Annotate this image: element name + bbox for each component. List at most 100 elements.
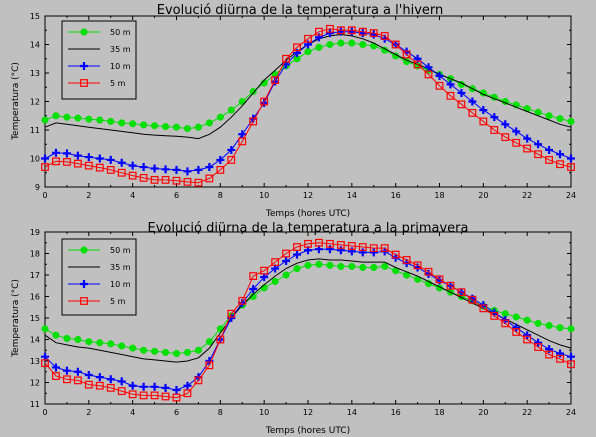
winter-series-5m-point xyxy=(545,156,553,164)
winter-series-10m xyxy=(41,27,575,176)
spring-series-10m-point xyxy=(84,370,93,379)
spring-legend-box xyxy=(61,238,137,316)
spring-series-50m-point xyxy=(74,335,82,344)
winter-series-10m-point xyxy=(556,150,565,159)
spring-series-50m-point xyxy=(216,325,224,333)
spring-series-5m-point xyxy=(336,241,345,249)
spring-series-5m-point xyxy=(150,391,159,400)
winter-series-50m-point xyxy=(151,122,159,130)
spring-series-5m-point xyxy=(315,238,323,247)
spring-series-5m-point xyxy=(556,354,564,363)
winter-series-50m-point xyxy=(172,123,181,131)
winter-series-10m-point xyxy=(325,29,334,38)
winter-series-50m-point xyxy=(183,125,192,133)
winter-series-5m-point xyxy=(347,26,356,35)
spring-series-5m xyxy=(41,238,575,402)
winter-series-10m-point xyxy=(567,154,575,163)
winter-series-5m-point xyxy=(479,117,488,126)
spring-series-10m-point xyxy=(128,381,137,390)
x-tick-label: 24 xyxy=(566,408,576,417)
spring-legend-item-5m: 5 m xyxy=(68,297,126,306)
spring-series-50m-point xyxy=(315,260,323,268)
x-tick-label: 6 xyxy=(174,408,179,417)
spring-series-5m-point xyxy=(52,372,60,380)
legend-label: 10 m xyxy=(110,280,131,289)
x-tick-label: 2 xyxy=(86,191,91,200)
x-tick-label: 14 xyxy=(347,408,357,417)
winter-series-50m-point xyxy=(52,112,60,120)
spring-series-50m-point xyxy=(567,325,575,333)
winter-chart-title: Evolució diürna de la temperatura a l'hi… xyxy=(157,3,444,18)
spring-series-5m-point xyxy=(271,258,280,266)
spring-legend-item-35m: 35 m xyxy=(68,263,131,272)
winter-series-50m-point xyxy=(304,48,312,56)
winter-series-10m-point xyxy=(150,164,159,173)
winter-series-50m-point xyxy=(205,119,213,127)
spring-series-50m-point xyxy=(337,262,345,270)
spring-series-50m xyxy=(41,260,575,358)
winter-series-10m-point xyxy=(512,127,521,136)
winter-legend-item-50m: 50 m xyxy=(68,28,131,37)
spring-series-5m-point xyxy=(216,335,225,344)
winter-series-5m-point xyxy=(205,174,214,183)
spring-series-10m-point xyxy=(62,366,71,375)
winter-series-10m-point xyxy=(490,113,499,122)
spring-series-50m-point xyxy=(326,261,334,269)
winter-series-10m-point xyxy=(545,145,554,154)
spring-series-5m-point xyxy=(413,261,422,270)
winter-series-10m-point xyxy=(84,153,93,162)
spring-series-10m-point xyxy=(512,323,521,332)
spring-legend-item-50m: 50 m xyxy=(68,246,131,255)
winter-legend-item-5m: 5 m xyxy=(68,79,126,88)
winter-series xyxy=(41,24,575,187)
winter-series-50m-point xyxy=(545,112,553,120)
winter-series-5m-point xyxy=(128,171,137,180)
spring-series-10m-point xyxy=(139,382,148,391)
winter-series-5m-point xyxy=(468,108,477,117)
winter-series-5m-point xyxy=(501,133,510,142)
y-tick-label: 13 xyxy=(30,357,40,366)
winter-series-5m-point xyxy=(139,173,148,182)
spring-series-5m-point xyxy=(567,360,575,369)
spring-series-50m-point xyxy=(545,321,553,330)
spring-series-50m-point xyxy=(271,277,279,286)
spring-series-50m-point xyxy=(41,325,49,333)
winter-series-5m-point xyxy=(238,137,247,146)
winter-series-10m-point xyxy=(106,155,115,164)
winter-series-5m-point xyxy=(534,150,543,159)
spring-series xyxy=(41,238,575,402)
winter-series-5m-point xyxy=(380,32,389,40)
winter-series-5m-point xyxy=(490,126,499,134)
spring-series-50m-point xyxy=(359,263,367,272)
spring-series-10m-point xyxy=(161,383,170,392)
winter-series-10m-point xyxy=(347,27,356,36)
spring-series-5m-point xyxy=(293,243,301,251)
spring-series-10m-point xyxy=(73,367,82,376)
x-tick-label: 4 xyxy=(130,408,135,417)
winter-series-5m-point xyxy=(315,27,323,36)
winter-series-5m-point xyxy=(260,97,269,106)
winter-legend-item-10m: 10 m xyxy=(68,62,131,71)
x-tick-label: 22 xyxy=(522,191,532,200)
legend-label: 35 m xyxy=(110,263,131,272)
spring-series-5m-point xyxy=(424,267,433,276)
spring-series-50m-point xyxy=(161,348,170,356)
winter-series-5m-point xyxy=(95,163,104,172)
winter-series-5m-point xyxy=(424,70,433,79)
spring-series-50m-point xyxy=(523,316,531,324)
legend-swatch-marker xyxy=(80,28,88,36)
winter-series-50m-point xyxy=(85,115,93,123)
winter-series-10m-point xyxy=(358,29,367,38)
winter-series-10m-point xyxy=(501,120,510,129)
x-tick-label: 14 xyxy=(347,191,357,200)
spring-series-5m-point xyxy=(63,375,71,384)
legend-label: 50 m xyxy=(110,246,131,255)
winter-series-10m-point xyxy=(139,163,148,172)
spring-series-5m-point xyxy=(139,391,148,400)
y-tick-label: 11 xyxy=(30,400,40,409)
spring-series-50m-point xyxy=(556,324,564,332)
y-tick-label: 13 xyxy=(30,69,40,78)
winter-series-10m-point xyxy=(51,148,60,157)
y-tick-label: 15 xyxy=(30,12,40,21)
